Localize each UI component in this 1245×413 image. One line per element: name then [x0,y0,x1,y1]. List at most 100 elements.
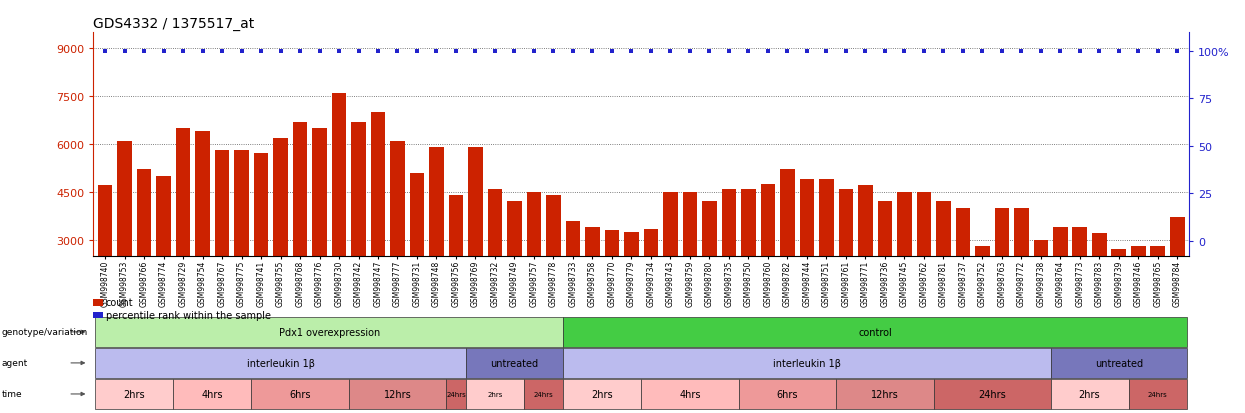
Bar [624,232,639,336]
Point [1089,49,1109,55]
Point [270,49,290,55]
Bar [995,208,1010,336]
Bar [390,141,405,336]
Bar [488,189,502,336]
Point [173,49,193,55]
Bar [293,122,308,336]
Bar [371,113,385,336]
Text: genotype/variation: genotype/variation [1,328,87,337]
Text: interleukin 1β: interleukin 1β [773,358,840,368]
Text: 24hrs: 24hrs [534,391,554,397]
Bar [916,192,931,336]
Point [329,49,349,55]
Point [251,49,271,55]
Bar [819,180,834,336]
Bar [741,189,756,336]
Bar [839,189,853,336]
Bar [331,94,346,336]
Bar [761,184,776,336]
Bar [898,192,911,336]
Bar [1053,228,1068,336]
Bar [878,202,893,336]
Text: untreated: untreated [491,358,539,368]
Text: 4hrs: 4hrs [202,389,223,399]
Bar [781,170,794,336]
Text: 12hrs: 12hrs [872,389,899,399]
Point [504,49,524,55]
Point [95,49,115,55]
Point [1051,49,1071,55]
Text: 6hrs: 6hrs [289,389,311,399]
Bar [1033,240,1048,336]
Point [387,49,407,55]
Bar [722,189,736,336]
Bar [702,202,717,336]
Bar [585,228,600,336]
Bar [273,138,288,336]
Point [718,49,738,55]
Point [153,49,173,55]
Bar [644,229,659,336]
Point [934,49,954,55]
Text: 2hrs: 2hrs [1078,389,1101,399]
Point [349,49,369,55]
Point [115,49,134,55]
Bar [1092,234,1107,336]
Text: 24hrs: 24hrs [979,389,1006,399]
Point [193,49,213,55]
Point [1168,49,1188,55]
Point [486,49,505,55]
Point [407,49,427,55]
Bar [975,247,990,336]
Point [1128,49,1148,55]
Point [738,49,758,55]
Bar [98,186,112,336]
Text: time: time [1,389,22,399]
Text: count: count [106,298,133,308]
Point [680,49,700,55]
Bar [1013,208,1028,336]
Point [952,49,972,55]
Point [972,49,992,55]
Point [797,49,817,55]
Text: percentile rank within the sample: percentile rank within the sample [106,310,271,320]
Bar [117,141,132,336]
Point [544,49,564,55]
Bar [799,180,814,336]
Point [1109,49,1129,55]
Point [700,49,720,55]
Point [603,49,622,55]
Bar [936,202,951,336]
Bar [507,202,522,336]
Point [446,49,466,55]
Bar [682,192,697,336]
Text: untreated: untreated [1094,358,1143,368]
Text: 2hrs: 2hrs [487,391,503,397]
Point [835,49,855,55]
Point [914,49,934,55]
Bar [1130,247,1145,336]
Point [563,49,583,55]
Point [212,49,232,55]
Bar [664,192,677,336]
Bar [1170,218,1184,336]
Text: 12hrs: 12hrs [383,389,411,399]
Text: agent: agent [1,358,27,368]
Bar [351,122,366,336]
Bar [448,195,463,336]
Bar [156,176,171,336]
Bar [565,221,580,336]
Point [1031,49,1051,55]
Point [992,49,1012,55]
Text: 6hrs: 6hrs [777,389,798,399]
Point [232,49,251,55]
Text: 24hrs: 24hrs [1148,391,1168,397]
Bar [410,173,425,336]
Text: 2hrs: 2hrs [123,389,146,399]
Bar [527,192,542,336]
Bar [214,151,229,336]
Point [1011,49,1031,55]
Text: Pdx1 overexpression: Pdx1 overexpression [279,327,380,337]
Text: 2hrs: 2hrs [591,389,613,399]
Point [369,49,388,55]
